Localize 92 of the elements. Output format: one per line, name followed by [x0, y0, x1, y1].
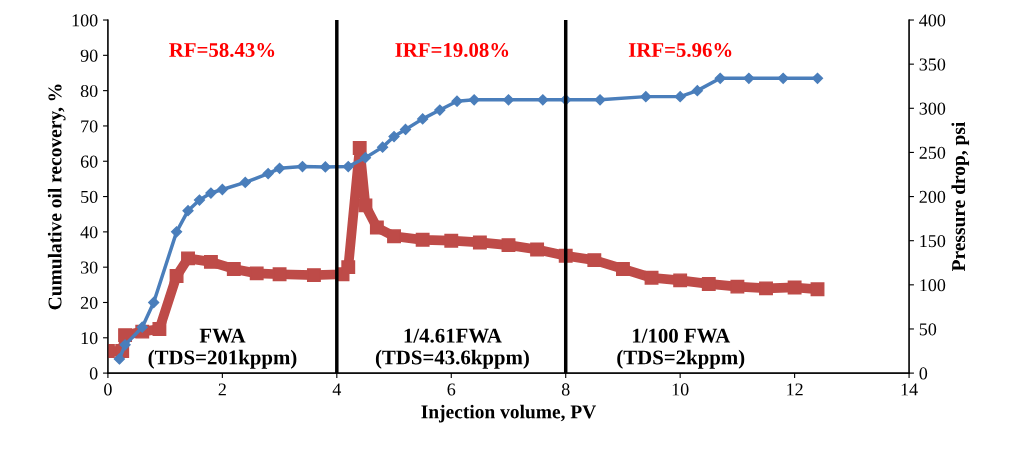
point	[810, 282, 825, 297]
point	[181, 251, 195, 266]
point	[640, 91, 652, 103]
y2-tick-label: 150	[920, 234, 946, 248]
point	[444, 233, 459, 248]
point	[714, 72, 726, 84]
point	[537, 94, 549, 106]
point	[594, 94, 606, 106]
y2-tick-label: 200	[919, 190, 946, 203]
x-tick-label: 2	[218, 383, 226, 396]
x-tick-label: 10	[672, 383, 689, 396]
point	[182, 205, 194, 217]
x-tick-label: 6	[447, 383, 456, 396]
point	[359, 152, 372, 164]
y2-tick-label: 350	[919, 58, 946, 71]
point	[388, 130, 400, 143]
annotation: RF=58.43%	[169, 42, 275, 58]
x-tick-label: 12	[787, 383, 803, 396]
point	[787, 280, 802, 295]
point	[272, 267, 287, 282]
y2-tick-label: 100	[920, 279, 946, 292]
point	[119, 339, 131, 351]
point	[743, 72, 755, 84]
annotation: FWA (TDS=201kppm)	[148, 328, 297, 369]
point	[674, 91, 686, 103]
point	[216, 183, 228, 196]
annotation: IRF=5.96%	[628, 42, 732, 58]
point	[113, 353, 125, 365]
y2-tick-label: 300	[919, 102, 946, 115]
x-tick-label: 0	[104, 383, 112, 396]
x-tick-label: 4	[332, 383, 342, 396]
y-tick-label: 60	[80, 155, 98, 168]
y-axis-title: Cumulative oil recovery, %	[47, 84, 66, 310]
point	[319, 161, 331, 173]
point	[273, 162, 286, 174]
point	[759, 281, 773, 296]
point	[341, 260, 356, 275]
point	[376, 141, 389, 153]
point	[434, 104, 446, 116]
y2-tick-label: 50	[919, 323, 937, 336]
point	[501, 238, 516, 253]
point	[701, 277, 716, 291]
point	[615, 261, 630, 276]
point	[249, 266, 264, 281]
y-tick-label: 20	[80, 296, 98, 309]
x-tick-label: 8	[561, 383, 570, 396]
point	[468, 94, 480, 106]
annotation: 1/100 FWA (TDS=2kppm)	[617, 328, 745, 369]
y2-axis-title: Pressure drop, psi	[951, 122, 970, 272]
point	[262, 168, 274, 180]
point	[451, 95, 463, 107]
point	[691, 85, 703, 97]
y-tick-label: 0	[89, 367, 98, 380]
x-axis-title: Injection volume, PV	[421, 404, 597, 423]
point	[358, 198, 373, 213]
y2-tick-label: 400	[919, 14, 946, 27]
annotation: IRF=19.08%	[395, 42, 509, 58]
point	[148, 296, 160, 309]
point	[673, 273, 688, 288]
point	[136, 321, 148, 333]
point	[777, 72, 789, 84]
point	[472, 235, 487, 250]
y-tick-label: 10	[81, 332, 98, 345]
annotation: 1/4.61FWA (TDS=43.6kppm)	[375, 328, 529, 369]
x-tick-label: 14	[901, 383, 918, 396]
point	[644, 270, 659, 285]
point	[530, 242, 545, 257]
point	[399, 123, 412, 136]
point	[193, 194, 206, 206]
y2-tick-label: 0	[919, 367, 928, 380]
point	[306, 268, 321, 283]
y-tick-label: 100	[72, 14, 98, 27]
point	[587, 253, 602, 268]
y-tick-label: 50	[81, 190, 98, 203]
y-tick-label: 70	[81, 120, 98, 133]
y-tick-label: 40	[80, 226, 98, 239]
point	[352, 141, 367, 155]
point	[203, 254, 218, 269]
y-tick-label: 30	[80, 261, 98, 274]
point	[387, 229, 401, 244]
point	[417, 113, 429, 125]
point	[239, 176, 251, 189]
point	[152, 322, 167, 336]
y-tick-label: 80	[80, 84, 98, 98]
point	[369, 220, 384, 235]
point	[226, 261, 241, 276]
point	[170, 226, 183, 238]
point	[169, 269, 184, 283]
y2-tick-label: 250	[919, 146, 946, 159]
point	[730, 279, 745, 294]
y-tick-label: 90	[80, 49, 98, 62]
point	[415, 232, 430, 247]
